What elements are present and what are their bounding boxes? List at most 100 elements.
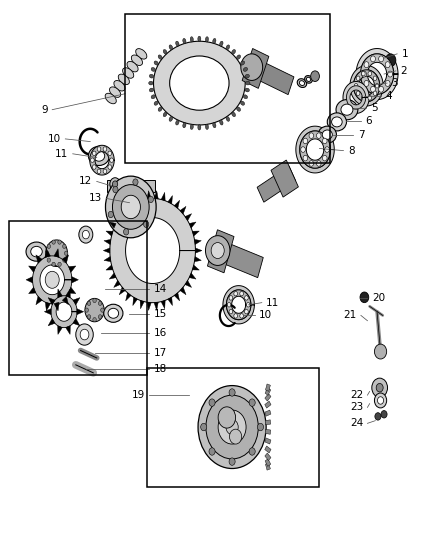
Circle shape [148, 196, 153, 203]
Ellipse shape [183, 123, 186, 128]
Ellipse shape [341, 104, 353, 115]
Polygon shape [210, 238, 263, 278]
Polygon shape [36, 255, 42, 263]
Circle shape [63, 244, 66, 248]
Polygon shape [90, 146, 114, 175]
Ellipse shape [169, 45, 173, 50]
Polygon shape [353, 70, 380, 102]
Ellipse shape [170, 56, 229, 110]
Circle shape [229, 296, 233, 300]
Circle shape [301, 147, 305, 152]
Ellipse shape [213, 123, 216, 128]
Circle shape [229, 310, 233, 314]
Circle shape [110, 177, 120, 190]
Circle shape [385, 80, 390, 86]
Circle shape [240, 292, 244, 296]
Polygon shape [69, 266, 76, 272]
Ellipse shape [237, 55, 240, 59]
Polygon shape [66, 289, 71, 298]
Ellipse shape [240, 61, 244, 65]
Ellipse shape [205, 37, 208, 42]
Circle shape [309, 160, 314, 166]
Polygon shape [104, 256, 111, 262]
Circle shape [106, 176, 156, 238]
Ellipse shape [213, 38, 216, 44]
Ellipse shape [244, 95, 247, 99]
Circle shape [124, 229, 129, 235]
Circle shape [99, 314, 102, 319]
Circle shape [230, 429, 242, 444]
Bar [265, 446, 271, 453]
Circle shape [374, 393, 387, 408]
Polygon shape [109, 222, 116, 228]
Polygon shape [28, 266, 36, 272]
Ellipse shape [151, 68, 155, 71]
Circle shape [325, 147, 329, 152]
Polygon shape [126, 200, 131, 208]
Circle shape [373, 76, 377, 80]
Polygon shape [360, 54, 394, 94]
Text: 22: 22 [350, 390, 363, 400]
Circle shape [85, 308, 88, 312]
Circle shape [209, 399, 215, 406]
Circle shape [371, 56, 375, 62]
Circle shape [80, 329, 89, 340]
Polygon shape [58, 326, 62, 334]
Polygon shape [73, 297, 80, 305]
Polygon shape [180, 287, 186, 295]
Polygon shape [226, 290, 251, 320]
Ellipse shape [131, 55, 142, 66]
Polygon shape [161, 192, 165, 201]
Circle shape [372, 378, 388, 397]
Ellipse shape [88, 147, 110, 165]
Bar [265, 384, 270, 391]
Text: 19: 19 [131, 390, 145, 400]
Bar [265, 438, 271, 444]
Ellipse shape [336, 100, 358, 120]
Polygon shape [244, 55, 294, 95]
Ellipse shape [169, 117, 173, 122]
Ellipse shape [154, 61, 158, 65]
Polygon shape [174, 293, 180, 301]
Ellipse shape [318, 126, 336, 143]
Text: 10: 10 [259, 310, 272, 320]
Circle shape [376, 383, 383, 392]
Circle shape [209, 448, 215, 455]
Circle shape [45, 271, 59, 288]
Polygon shape [73, 319, 80, 326]
Polygon shape [257, 166, 296, 202]
Circle shape [101, 308, 104, 312]
Circle shape [361, 71, 365, 76]
Circle shape [309, 133, 314, 139]
Polygon shape [208, 230, 234, 273]
Circle shape [201, 423, 207, 431]
Circle shape [247, 303, 250, 307]
Circle shape [108, 151, 112, 156]
Ellipse shape [158, 107, 162, 111]
Polygon shape [106, 231, 113, 236]
Ellipse shape [226, 117, 230, 122]
Ellipse shape [93, 151, 105, 161]
Circle shape [322, 155, 327, 161]
Polygon shape [104, 239, 111, 245]
Ellipse shape [220, 120, 223, 125]
Bar [265, 410, 271, 416]
Circle shape [229, 458, 235, 465]
Polygon shape [26, 277, 33, 283]
Circle shape [241, 54, 263, 80]
Polygon shape [114, 280, 120, 287]
Circle shape [82, 230, 89, 239]
Ellipse shape [163, 50, 167, 54]
Circle shape [385, 54, 396, 67]
Circle shape [198, 385, 266, 469]
Circle shape [93, 318, 96, 322]
Ellipse shape [198, 36, 201, 42]
Circle shape [244, 310, 248, 314]
Polygon shape [161, 301, 165, 309]
Polygon shape [106, 265, 113, 270]
Circle shape [303, 155, 307, 161]
Bar [107, 180, 155, 192]
Circle shape [234, 292, 237, 296]
Text: 20: 20 [372, 293, 385, 303]
Text: 8: 8 [348, 146, 354, 156]
